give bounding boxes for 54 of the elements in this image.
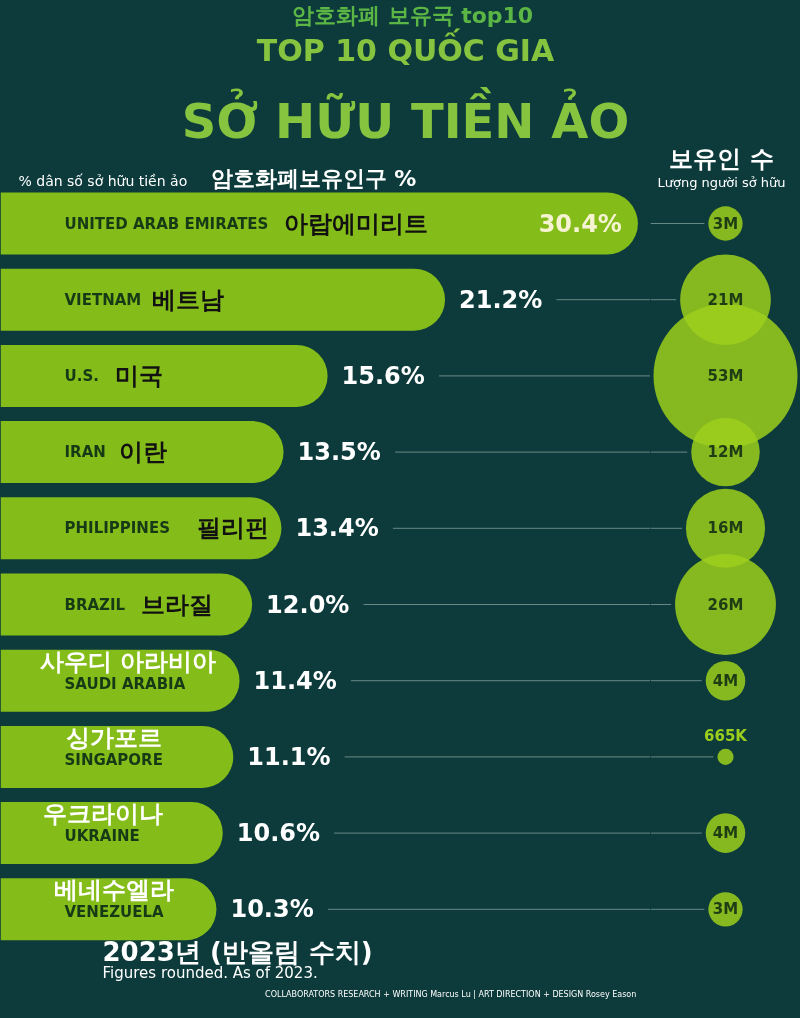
y-tick-label: U.S.: [64, 366, 99, 385]
text: Lượng người sở hữu: [657, 175, 786, 190]
annotation: 베트남: [152, 285, 225, 314]
data-label: 15.6%: [341, 361, 425, 390]
data-label: 10.3%: [230, 895, 314, 924]
y-tick-label: UNITED ARAB EMIRATES: [64, 214, 269, 233]
annotation: 브라질: [141, 590, 214, 619]
y-tick-label: SAUDI ARABIA: [64, 674, 186, 693]
data-label: 11.4%: [253, 666, 337, 695]
text: COLLABORATORS RESEARCH + WRITING Marcus Lu | ART DIRECTION + DESIGN Rosey Eason: [265, 990, 637, 999]
chart-title: TOP 10 QUỐC GIA SỞ HỮU TIỀN ẢO: [181, 28, 630, 149]
data-label: 10.6%: [236, 819, 321, 848]
data-label: 4M: [712, 824, 739, 843]
y-tick-label: PHILIPPINES: [64, 519, 170, 538]
data-label: 30.4%: [538, 209, 622, 238]
annotation: 필리핀: [196, 514, 269, 543]
bar: [0, 573, 253, 636]
y-tick-label: VIETNAM: [64, 290, 142, 309]
data-label: 12.0%: [266, 590, 350, 619]
annotation: 싱가포르: [66, 723, 163, 752]
data-label: 21.2%: [459, 285, 543, 314]
bar: [0, 497, 282, 560]
data-label: 3M: [712, 214, 739, 233]
data-label: 16M: [707, 519, 744, 538]
data-label: 665K: [704, 726, 749, 745]
text: 암호화폐보유인구 %: [210, 166, 417, 191]
data-label: 21M: [707, 290, 744, 309]
bar: [0, 192, 638, 255]
series-label: % dân số sở hữu tiền ảo: [18, 172, 188, 189]
y-tick-label: SINGAPORE: [64, 750, 163, 769]
bar: [0, 268, 446, 331]
data-label: 13.5%: [297, 438, 381, 467]
annotation: 이란: [118, 438, 167, 467]
y-tick-label: BRAZIL: [64, 595, 126, 614]
annotation: 베네수엘라: [54, 876, 175, 905]
y-tick-label: VENEZUELA: [64, 903, 165, 922]
annotation: 사우디 아라비아: [39, 647, 217, 676]
data-label: 53M: [707, 366, 744, 385]
annotation: 2023년 (반올림 수치): [102, 936, 373, 967]
text: 암호화폐 보유국 top10: [291, 3, 534, 28]
y-tick-label: IRAN: [64, 443, 106, 462]
bar: [0, 421, 284, 484]
data-label: 12M: [707, 443, 744, 462]
data-label: 26M: [707, 595, 744, 614]
annotation: 아랍에미리트: [283, 209, 428, 238]
y-tick-label: UKRAINE: [64, 827, 140, 846]
text: 보유인 수: [669, 144, 774, 173]
data-label: 3M: [712, 900, 739, 919]
annotation: 미국: [114, 361, 163, 390]
annotation: 우크라이나: [43, 800, 164, 829]
data-label: 11.1%: [247, 742, 331, 771]
data-label: 4M: [712, 671, 739, 690]
bar: [0, 344, 328, 407]
data-label: 13.4%: [295, 514, 379, 543]
